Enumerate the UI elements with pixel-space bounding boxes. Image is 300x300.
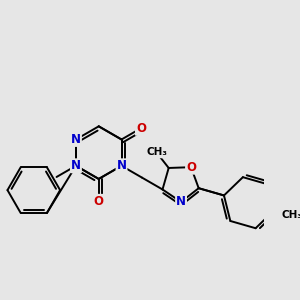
Text: CH₃: CH₃ [282,210,300,220]
Text: O: O [94,195,104,208]
Text: N: N [116,159,127,172]
Text: N: N [176,196,186,208]
Text: N: N [71,159,81,172]
Text: O: O [186,161,196,174]
Text: O: O [136,122,146,135]
Text: N: N [71,133,81,146]
Text: CH₃: CH₃ [146,147,167,158]
